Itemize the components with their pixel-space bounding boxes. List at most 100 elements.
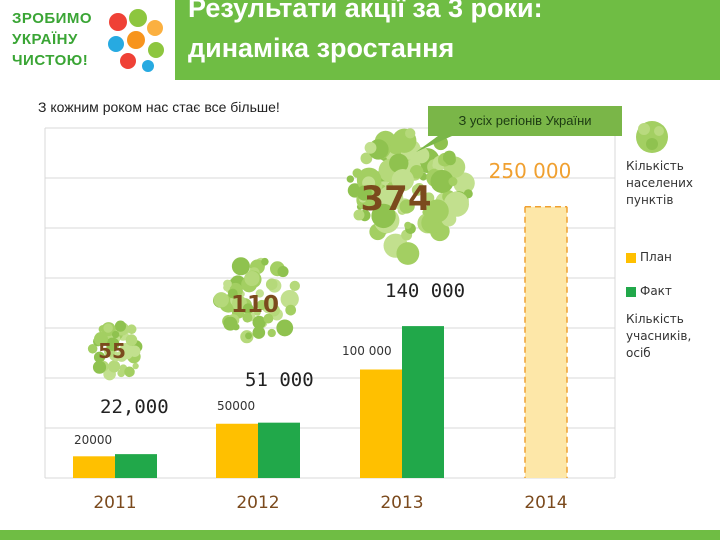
legend-fact-label: Факт xyxy=(640,284,672,298)
blob-dot xyxy=(346,175,355,183)
blob-dot xyxy=(396,242,420,265)
x-tick-label: 2011 xyxy=(93,493,136,513)
blob-dot xyxy=(125,334,138,346)
blob-dot xyxy=(223,316,238,331)
blob-dot xyxy=(405,128,416,139)
blob-dot xyxy=(276,319,294,337)
blob-dot xyxy=(108,360,121,373)
page-title: Результати акції за 3 роки: динаміка зро… xyxy=(188,0,543,68)
data-label-fact: 51 000 xyxy=(245,369,314,391)
chart-bars xyxy=(73,206,568,478)
blob-dot xyxy=(105,371,113,379)
blob-dot xyxy=(463,189,473,199)
blob-dot xyxy=(430,169,454,194)
blob-dot xyxy=(256,299,267,311)
settlement-blobs xyxy=(87,128,475,381)
blob-dot xyxy=(132,362,139,370)
blob-dot xyxy=(92,360,107,374)
data-label-fact: 22,000 xyxy=(100,396,169,418)
x-tick-label: 2014 xyxy=(524,493,567,513)
data-label-plan: 250 000 xyxy=(489,159,572,183)
blob-dot xyxy=(360,152,373,165)
settlement-count-label: 55 xyxy=(98,339,126,363)
blob-dot xyxy=(371,203,396,229)
blob-dot xyxy=(389,153,409,173)
blob-dot xyxy=(116,350,128,362)
logo: ЗРОБИМО УКРАЇНУ ЧИСТОЮ! xyxy=(0,0,175,80)
blob-dot xyxy=(413,183,425,194)
blob-dot xyxy=(443,191,469,217)
settlement-count-label: 110 xyxy=(231,292,279,318)
blob-dot xyxy=(223,279,232,289)
blob-dot xyxy=(453,172,475,194)
blob-dot xyxy=(111,330,120,339)
blob-dot xyxy=(285,304,297,316)
title-line-1: Результати акції за 3 роки: xyxy=(188,0,543,23)
legend-blob-icon xyxy=(636,121,668,153)
blob-dot xyxy=(254,308,261,316)
logo-line-2: УКРАЇНУ xyxy=(12,31,78,48)
legend-plan-label: План xyxy=(640,250,672,264)
blob-dot xyxy=(448,177,458,187)
blob-dot xyxy=(252,315,266,330)
blob-dot xyxy=(409,164,424,179)
bar-fact xyxy=(115,454,157,478)
bar-fact xyxy=(258,422,300,478)
blob-dot xyxy=(356,185,372,201)
blob-dot xyxy=(213,292,229,308)
settlement-count-label: 374 xyxy=(361,179,432,219)
blob-dot xyxy=(231,257,250,276)
x-tick-label: 2012 xyxy=(236,493,279,513)
data-label-plan: 100 000 xyxy=(342,344,392,358)
data-label-plan: 20000 xyxy=(74,433,112,447)
blob-dot xyxy=(93,351,106,363)
blob-dot xyxy=(103,323,113,333)
legend-fact-swatch xyxy=(626,287,636,297)
blob-dot xyxy=(255,289,264,298)
blob-dot xyxy=(87,344,98,354)
blob-dot xyxy=(443,150,456,164)
blob-dot xyxy=(265,278,278,291)
bar-plan-target xyxy=(525,206,567,478)
data-label-fact: 140 000 xyxy=(385,280,465,302)
blob-dot xyxy=(267,328,276,338)
blob-dot xyxy=(126,324,137,335)
chart-subtitle: З кожним роком нас стає все більше! xyxy=(38,99,280,115)
blob-dot xyxy=(404,221,412,229)
blob-dot xyxy=(242,312,253,323)
title-line-2: динаміка зростання xyxy=(188,33,455,63)
chart-labels: 20000 50000 100 000 250 000 22,000 51 000 140 … xyxy=(74,136,571,447)
logo-line-3: ЧИСТОЮ! xyxy=(12,52,89,69)
bar-plan xyxy=(360,369,402,478)
bar-plan xyxy=(73,456,115,478)
data-label-plan: 50000 xyxy=(217,399,255,413)
footer-bar xyxy=(0,530,720,540)
blob-dot xyxy=(93,332,109,347)
blob-dot xyxy=(105,337,120,351)
blob-dot xyxy=(242,303,254,315)
blob-dot xyxy=(289,280,300,292)
blob-dot xyxy=(227,288,238,299)
callout-pointer xyxy=(416,136,452,152)
bar-fact xyxy=(402,326,444,478)
blob-dot xyxy=(412,153,423,164)
x-axis-ticks: 2011 2012 2013 2014 xyxy=(93,493,567,513)
blob-dot xyxy=(128,345,141,357)
chart-grid xyxy=(44,127,616,479)
callout-regions: З усіх регіонів України xyxy=(428,106,622,136)
blob-dot xyxy=(423,192,435,204)
blob-dot xyxy=(270,304,278,312)
logo-faces-icon xyxy=(108,9,164,72)
bar-plan xyxy=(216,423,258,478)
logo-line-1: ЗРОБИМО xyxy=(12,10,93,27)
legend-participants-label: Кількість учасників, осіб xyxy=(626,312,692,360)
legend-plan-swatch xyxy=(626,253,636,263)
blob-dot xyxy=(245,332,252,340)
blob-dot xyxy=(353,209,365,221)
blob-dot xyxy=(252,326,266,339)
blob-dot xyxy=(244,270,260,287)
blob-dot xyxy=(280,289,299,309)
blob-dot xyxy=(425,199,449,223)
blob-dot xyxy=(364,141,377,154)
